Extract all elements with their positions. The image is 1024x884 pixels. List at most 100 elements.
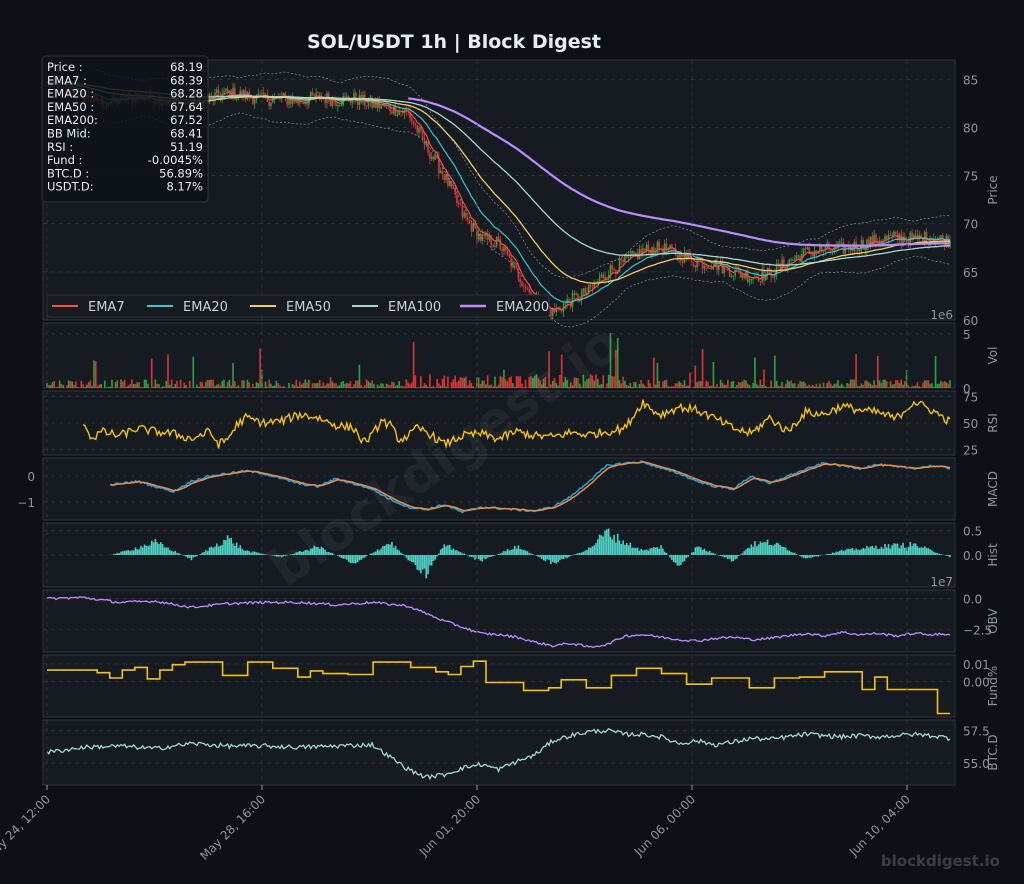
hist-bar: [803, 555, 805, 558]
volume-bar: [369, 383, 371, 388]
volume-bar: [104, 380, 106, 388]
volume-bar: [765, 386, 767, 388]
volume-bar: [404, 387, 406, 388]
volume-bar: [133, 384, 135, 388]
volume-bar: [77, 387, 79, 388]
hist-bar: [608, 529, 610, 555]
volume-bar: [779, 386, 781, 388]
hist-bar: [357, 555, 359, 562]
hist-bar: [807, 555, 809, 558]
volume-bar: [162, 386, 164, 388]
hist-bar: [928, 548, 930, 555]
volume-bar: [893, 384, 895, 388]
volume-bar: [908, 385, 910, 388]
candle: [613, 269, 615, 270]
hist-bar: [422, 555, 424, 570]
hist-bar: [505, 551, 507, 555]
volume-bar: [801, 382, 803, 388]
hist-bar: [160, 542, 162, 555]
offset-text: 1e6: [930, 308, 953, 322]
hist-bar: [859, 550, 861, 555]
hist-bar: [819, 555, 821, 556]
volume-bar: [97, 386, 99, 388]
volume-bar: [351, 387, 353, 388]
hist-bar: [779, 545, 781, 555]
hist-bar: [810, 555, 812, 558]
volume-bar: [75, 382, 77, 388]
hist-bar: [900, 545, 902, 555]
volume-bar: [702, 349, 704, 388]
hist-bar: [447, 545, 449, 555]
volume-bar: [684, 380, 686, 388]
hist-bar: [592, 546, 594, 555]
volume-bar: [422, 386, 424, 388]
volume-bar: [285, 387, 287, 388]
volume-bar: [321, 386, 323, 388]
candle: [783, 259, 785, 267]
volume-bar: [763, 370, 765, 388]
candle: [590, 285, 592, 287]
volume-bar: [238, 385, 240, 388]
hist-bar: [843, 551, 845, 555]
volume-bar: [303, 383, 305, 388]
hist-bar: [805, 555, 807, 558]
volume-bar: [445, 386, 447, 388]
volume-bar: [431, 387, 433, 388]
volume-bar: [644, 385, 646, 388]
candle: [339, 105, 341, 106]
volume-bar: [835, 383, 837, 388]
volume-bar: [686, 386, 688, 388]
hist-bar: [664, 552, 666, 555]
candle: [707, 266, 709, 268]
info-label: BTC.D :: [47, 166, 89, 180]
hist-bar: [167, 547, 169, 555]
hist-bar: [676, 555, 678, 566]
candle: [550, 309, 552, 316]
y-tick-label: 50: [963, 417, 978, 431]
candle: [368, 102, 370, 106]
hist-bar: [536, 555, 538, 556]
candle: [503, 247, 505, 251]
volume-bar: [411, 382, 413, 388]
volume-bar: [460, 377, 462, 388]
legend-label: EMA50: [286, 300, 331, 315]
volume-bar: [834, 384, 836, 388]
volume-bar: [642, 384, 644, 388]
panel-frame: [43, 720, 955, 785]
hist-bar: [675, 555, 677, 563]
volume-bar: [787, 380, 789, 388]
hist-bar: [695, 547, 697, 555]
hist-bar: [826, 554, 828, 555]
hist-bar: [622, 540, 624, 555]
hist-bar: [758, 544, 760, 555]
volume-bar: [174, 384, 176, 388]
volume-bar: [108, 387, 110, 388]
hist-bar: [899, 548, 901, 555]
volume-bar: [379, 386, 381, 388]
candle: [859, 250, 861, 251]
volume-bar: [359, 365, 361, 388]
hist-bar: [162, 544, 164, 555]
hist-bar: [731, 555, 733, 561]
candle: [431, 157, 433, 159]
info-value: -0.0045%: [148, 153, 203, 167]
info-value: 56.89%: [159, 166, 203, 180]
volume-bar: [828, 381, 830, 388]
hist-bar: [714, 554, 716, 555]
hist-bar: [776, 543, 778, 555]
volume-bar: [247, 380, 249, 388]
volume-bar: [714, 387, 716, 388]
hist-bar: [570, 555, 572, 556]
candle: [628, 257, 630, 258]
hist-bar: [736, 555, 738, 559]
candle: [752, 278, 754, 279]
hist-bar: [402, 554, 404, 555]
volume-bar: [348, 384, 350, 388]
volume-bar: [655, 385, 657, 388]
volume-bar: [214, 386, 216, 388]
hist-bar: [158, 544, 160, 555]
hist-bar: [442, 548, 444, 555]
hist-bar: [933, 552, 935, 555]
volume-bar: [241, 380, 243, 388]
